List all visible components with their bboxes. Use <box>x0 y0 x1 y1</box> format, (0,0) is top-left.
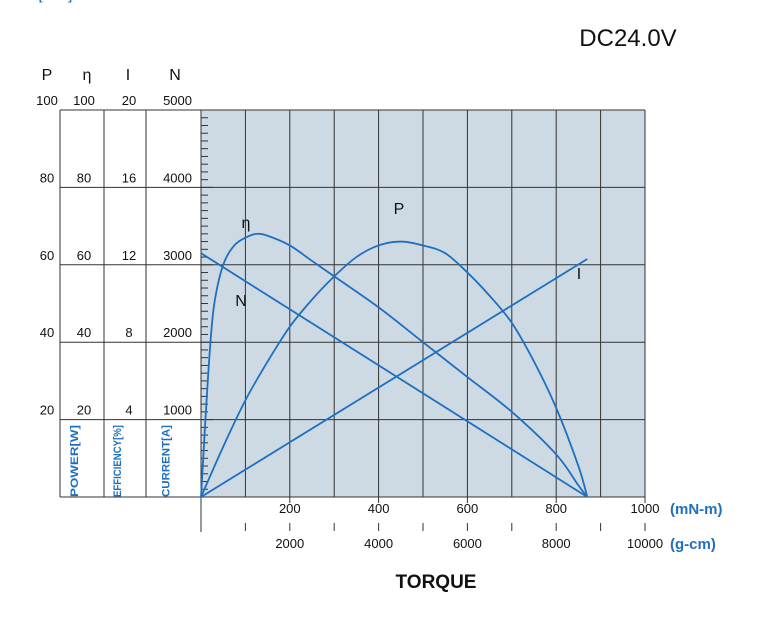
x-tick-label-gcm: 4000 <box>364 536 393 551</box>
y-tick-label: 20 <box>40 403 54 418</box>
y-tick-label: 4 <box>125 403 132 418</box>
x-tick-label-gcm: 8000 <box>542 536 571 551</box>
curve-η <box>200 232 588 498</box>
y-tick-label: 16 <box>122 170 136 185</box>
x-tick-label-gcm: 6000 <box>453 536 482 551</box>
y-tick-label: 100 <box>36 93 58 108</box>
curve-label-P: P <box>394 201 405 218</box>
x-tick-label-mNm: 1000 <box>631 501 660 516</box>
y-tick-label: 80 <box>77 170 91 185</box>
curve-P <box>200 240 589 498</box>
y-axis-symbol-4: N <box>169 67 181 84</box>
chart-title: DC24.0V <box>579 25 676 52</box>
y-tick-label: 60 <box>40 248 54 263</box>
y-tick-label: 20 <box>122 93 136 108</box>
y-tick-label: 3000 <box>163 248 192 263</box>
x-tick-label-gcm: 10000 <box>627 536 663 551</box>
y-axis-symbol-1: P <box>42 67 53 84</box>
x-unit-gcm: (g-cm) <box>670 536 716 553</box>
curve-label-η: η <box>242 215 251 232</box>
x-tick-label-mNm: 200 <box>279 501 301 516</box>
curves <box>200 232 589 498</box>
labels: P 100 80 60 40 20 POWER[W] η 100 80 60 40 20 EFFICIEN… <box>0 0 723 553</box>
y-tick-label: 2000 <box>163 325 192 340</box>
x-axis-title: TORQUE <box>396 572 477 593</box>
y-tick-label: 40 <box>77 325 91 340</box>
x-tick-label-mNm: 600 <box>457 501 479 516</box>
y-tick-label: 1000 <box>163 403 192 418</box>
y-tick-label: 80 <box>40 170 54 185</box>
curve-label-I: I <box>577 266 581 283</box>
x-tick-label-mNm: 800 <box>545 501 567 516</box>
y-axis-name-2: EFFICIENCY[%] <box>112 425 124 497</box>
y-axis-name-3: CURRENT[A] <box>161 425 173 497</box>
y-tick-label: 60 <box>77 248 91 263</box>
curve-label-N: N <box>235 293 247 310</box>
y-tick-label: 5000 <box>163 93 192 108</box>
y-tick-label: 20 <box>77 403 91 418</box>
y-tick-label: 40 <box>40 325 54 340</box>
x-tick-label-gcm: 2000 <box>275 536 304 551</box>
y-axes-table <box>59 109 202 498</box>
y-tick-label: 100 <box>73 93 95 108</box>
curve-I <box>200 258 588 498</box>
y-axis-symbol-2: η <box>83 67 92 84</box>
y-axis-name-4: SPEED[RPM] <box>0 0 72 3</box>
y-tick-label: 8 <box>125 325 132 340</box>
y-axis-name-1: POWER[W] <box>69 425 81 497</box>
curve-N <box>200 252 588 498</box>
y-tick-label: 12 <box>122 248 136 263</box>
x-unit-mNm: (mN-m) <box>670 501 723 518</box>
x-tick-label-mNm: 400 <box>368 501 390 516</box>
y-tick-label: 4000 <box>163 170 192 185</box>
y-axis-symbol-3: I <box>126 67 130 84</box>
